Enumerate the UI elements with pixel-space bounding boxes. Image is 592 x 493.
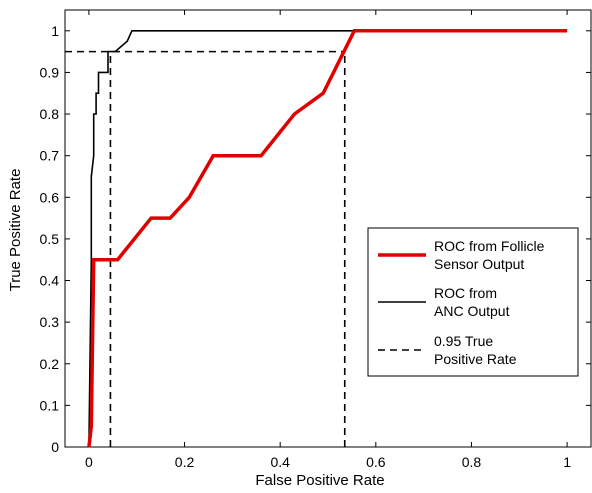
- x-tick-label: 0.6: [366, 454, 386, 470]
- series-layer: [65, 29, 568, 448]
- x-axis-label: False Positive Rate: [255, 472, 384, 489]
- roc-anc-line: [88, 29, 568, 448]
- roc-follicle-line: [87, 29, 568, 448]
- x-tick-label: 0.2: [175, 454, 195, 470]
- y-tick-label: 0.9: [40, 64, 60, 80]
- y-tick-label: 0.2: [40, 356, 60, 372]
- legend-label: ROC from: [434, 285, 497, 301]
- y-tick-label: 0.6: [40, 189, 60, 205]
- x-tick-label: 0.8: [462, 454, 482, 470]
- y-axis-label: True Positive Rate: [7, 169, 24, 292]
- x-tick-label: 0.4: [270, 454, 290, 470]
- y-tick-label: 0.3: [40, 314, 60, 330]
- legend-label: 0.95 True: [434, 333, 493, 349]
- legend: ROC from Follicle Sensor Output ROC from AN…: [367, 227, 579, 377]
- y-tick-label: 0.1: [40, 397, 60, 413]
- y-tick-label: 0.5: [40, 231, 60, 247]
- y-tick-label: 1: [51, 23, 59, 39]
- x-tick-label: 1: [563, 454, 571, 470]
- x-tick-label: 0: [85, 454, 93, 470]
- y-tick-label: 0.8: [40, 106, 60, 122]
- y-tick-label: 0: [51, 439, 59, 455]
- legend-label: ANC Output: [434, 303, 510, 319]
- axis-ticks: 0 0.2 0.4 0.6 0.8 1 0 0.1 0.2 0.3 0.4 0.5 0.6 0.7 0.8 0…: [40, 10, 591, 470]
- legend-label: Positive Rate: [434, 351, 517, 367]
- y-tick-label: 0.7: [40, 148, 60, 164]
- legend-label: Sensor Output: [434, 256, 524, 272]
- legend-label: ROC from Follicle: [434, 238, 545, 254]
- y-tick-label: 0.4: [40, 273, 60, 289]
